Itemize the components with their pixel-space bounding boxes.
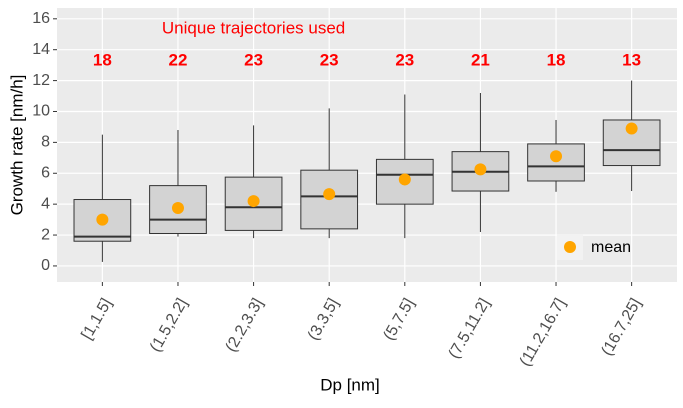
x-tick-label: (16.7,25] <box>598 296 644 359</box>
y-tick-label: 6 <box>41 164 50 181</box>
box <box>527 143 585 182</box>
mean-point <box>625 122 638 135</box>
y-tick-label: 2 <box>41 226 50 243</box>
mean-point <box>323 188 336 201</box>
mean-point <box>550 150 563 163</box>
count-label: 13 <box>622 50 641 69</box>
count-label: 21 <box>471 50 490 69</box>
x-tick-label: (7.5,11.2] <box>446 296 494 362</box>
mean-point <box>171 202 184 215</box>
mean-point <box>398 173 411 186</box>
annotation: Unique trajectories used <box>162 18 345 37</box>
y-tick-label: 12 <box>32 72 50 89</box>
mean-point <box>96 213 109 226</box>
count-label: 23 <box>395 50 414 69</box>
y-tick-label: 4 <box>41 195 50 212</box>
count-label: 23 <box>244 50 263 69</box>
y-tick-label: 16 <box>32 10 50 27</box>
x-tick-label: (11.2,16.7] <box>517 296 569 370</box>
x-tick-label: (1.5,2.2] <box>147 296 191 355</box>
count-label: 22 <box>169 50 188 69</box>
mean-point <box>247 195 260 208</box>
count-label: 23 <box>320 50 339 69</box>
y-tick-label: 8 <box>41 134 50 151</box>
y-axis-title: Growth rate [nm/h] <box>7 75 26 216</box>
y-tick-label: 0 <box>41 257 50 274</box>
x-tick-label: (5,7.5] <box>381 296 418 344</box>
legend-marker <box>564 241 576 253</box>
x-axis-title: Dp [nm] <box>320 375 380 394</box>
legend-label: mean <box>591 239 631 256</box>
y-tick-label: 14 <box>32 41 50 58</box>
mean-point <box>474 163 487 176</box>
y-tick-label: 10 <box>32 103 50 120</box>
x-tick-label: [1,1.5] <box>79 296 116 343</box>
count-label: 18 <box>93 50 112 69</box>
x-tick-label: (3.3,5] <box>305 296 342 344</box>
x-tick-label: (2.2,3.3] <box>223 296 267 355</box>
count-label: 18 <box>547 50 566 69</box>
